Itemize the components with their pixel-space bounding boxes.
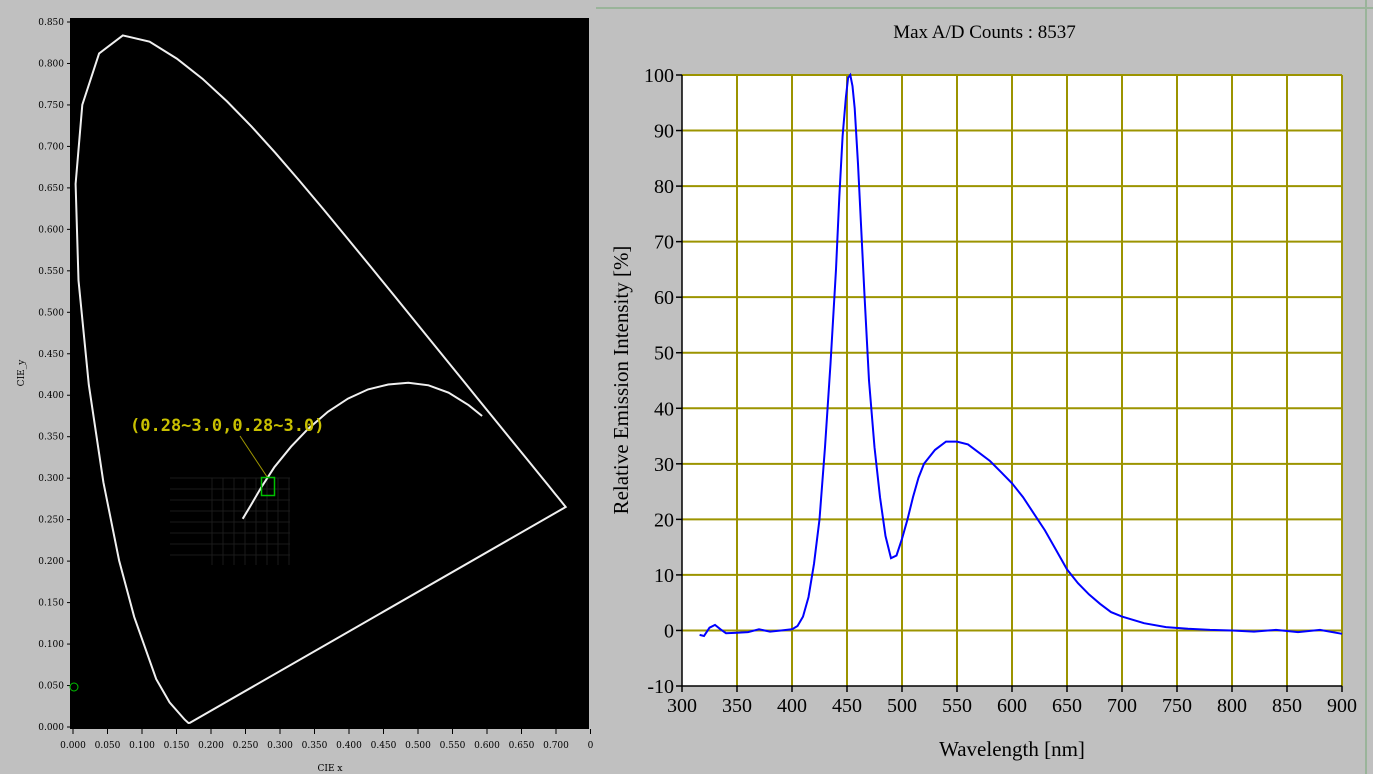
spectrum-y-tick-label: -10 [647,676,674,698]
spectrum-y-tick-label: 70 [654,232,674,254]
cie-y-tick-label: 0.050 [38,682,64,692]
cie-x-tick-label: 0.550 [440,741,466,751]
cie-x-tick-label: 0 [588,741,594,751]
spectrum-x-tick-label: 650 [1052,695,1082,717]
cie-x-tick-label: 0.650 [509,741,535,751]
cie-y-tick-label: 0.650 [38,184,64,194]
planckian-locus [241,381,483,520]
annotation-leader-line [239,435,268,478]
cie-x-tick-label: 0.050 [95,741,121,751]
cie-y-tick-label: 0.300 [38,474,64,484]
cie-x-tick-label: 0.700 [543,741,569,751]
cie-y-tick-label: 0.100 [38,640,64,650]
spectrum-x-tick-label: 450 [832,695,862,717]
cie-x-axis-label: CIE x [318,764,343,774]
cie-y-tick-label: 0.700 [38,142,64,152]
spectrum-x-tick-label: 700 [1107,695,1137,717]
cie-y-tick-label: 0.750 [38,101,64,111]
spectrum-y-tick-label: 100 [644,65,674,87]
cie-x-tick-label: 0.500 [405,741,431,751]
spectrum-x-tick-label: 500 [887,695,917,717]
spectrum-x-tick-label: 900 [1327,695,1357,717]
spectrum-y-tick-label: 0 [664,620,674,642]
emission-spectrum-panel: Max A/D Counts : 8537 -10 0 10 20 30 40 50 60 70… [596,0,1373,774]
cie-x-tick-label: 0.150 [164,741,190,751]
cie-y-tick-label: 0.850 [38,18,64,28]
spectrum-y-tick-label: 10 [654,565,674,587]
cie-y-tick-label: 0.150 [38,599,64,609]
spectrum-y-axis-label: Relative Emission Intensity [%] [609,246,633,515]
spectrum-y-tick-label: 80 [654,176,674,198]
spectrum-y-tick-label: 30 [654,454,674,476]
cie-y-tick-label: 0.200 [38,557,64,567]
cie-x-tick-label: 0.000 [60,741,86,751]
spectrum-y-tick-label: 40 [654,398,674,420]
cie-x-tick-label: 0.100 [129,741,155,751]
cie-x-tick-label: 0.200 [198,741,224,751]
spectrum-x-tick-label: 550 [942,695,972,717]
spectrum-title: Max A/D Counts : 8537 [893,22,1076,43]
cie-y-tick-label: 0.800 [38,59,64,69]
spectrum-y-tick-label: 20 [654,509,674,531]
spectrum-x-tick-label: 750 [1162,695,1192,717]
spectrum-x-tick-label: 300 [667,695,697,717]
cie-x-tick-label: 0.400 [336,741,362,751]
cie-x-tick-label: 0.600 [474,741,500,751]
chromaticity-annotation: (0.28~3.0,0.28~3.0) [130,416,324,436]
cie-diagram: (0.28~3.0,0.28~3.0) 0.000 0.050 0.100 0.150… [17,18,594,774]
cie-x-tick-label: 0.350 [302,741,328,751]
spectrum-x-tick-label: 850 [1272,695,1302,717]
cie-plot-area [70,18,589,729]
cie-y-tick-label: 0.000 [38,723,64,733]
cie-x-tick-label: 0.300 [267,741,293,751]
cie-y-tick-label: 0.500 [38,308,64,318]
cie-y-tick-label: 0.400 [38,391,64,401]
cie-x-tick-label: 0.250 [233,741,259,751]
cie-y-tick-label: 0.450 [38,350,64,360]
spectrum-x-axis-label: Wavelength [nm] [939,737,1085,761]
cie-y-axis-label: CIE_y [17,359,27,387]
spectrum-y-tick-label: 90 [654,121,674,143]
emission-spectrum-chart: -10 0 10 20 30 40 50 60 70 80 90 100 300 350 400 450 50… [596,0,1373,774]
spectrum-y-tick-label: 50 [654,343,674,365]
spectrum-x-tick-label: 800 [1217,695,1247,717]
cie-y-tick-label: 0.250 [38,516,64,526]
cie-y-tick-label: 0.350 [38,433,64,443]
spectrum-x-tick-label: 350 [722,695,752,717]
cie-x-tick-label: 0.450 [371,741,397,751]
spectrum-series-line [699,72,1343,638]
spectrum-y-tick-label: 60 [654,287,674,309]
spectrum-x-tick-label: 400 [777,695,807,717]
cie-y-tick-label: 0.600 [38,225,64,235]
spectrum-x-tick-label: 600 [997,695,1027,717]
cie-y-tick-label: 0.550 [38,267,64,277]
spectral-locus [74,34,568,725]
cie-chromaticity-panel: (0.28~3.0,0.28~3.0) 0.000 0.050 0.100 0.150… [0,0,596,774]
chromaticity-marker[interactable] [260,476,276,497]
origin-marker [69,682,79,692]
